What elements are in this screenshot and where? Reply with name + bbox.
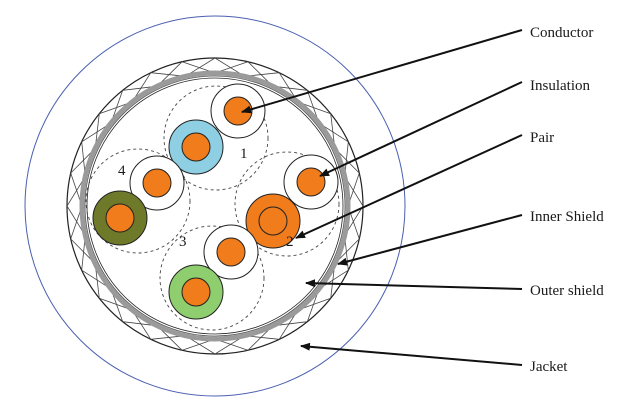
label-conductor: Conductor bbox=[530, 25, 593, 41]
pair-1 bbox=[163, 83, 269, 191]
wire-3a bbox=[203, 224, 259, 280]
label-pair: Pair bbox=[530, 130, 554, 146]
inner-shield bbox=[79, 70, 351, 342]
wire-2a bbox=[283, 154, 339, 210]
pair-4-boundary bbox=[85, 148, 191, 254]
pair-arrow bbox=[295, 134, 523, 239]
pair-number-1: 1 bbox=[240, 146, 248, 162]
label-inner-shield: Inner Shield bbox=[530, 209, 604, 225]
wire-1a bbox=[210, 83, 266, 139]
conductor-arrow bbox=[241, 29, 523, 114]
wire-4b bbox=[92, 190, 148, 246]
outer-shield-arrow bbox=[305, 279, 523, 290]
pair-3-boundary bbox=[159, 225, 265, 331]
pair-number-2: 2 bbox=[286, 234, 294, 250]
pair-2 bbox=[234, 151, 340, 257]
pair-number-3: 3 bbox=[179, 234, 187, 250]
jacket-arrow bbox=[300, 342, 523, 366]
label-jacket: Jacket bbox=[530, 359, 568, 375]
wire-4a bbox=[129, 155, 185, 211]
pair-4 bbox=[85, 148, 191, 254]
pair-1-boundary bbox=[163, 85, 269, 191]
insulation-arrow bbox=[319, 81, 523, 177]
label-insulation: Insulation bbox=[530, 78, 590, 94]
pair-2-boundary bbox=[234, 151, 340, 257]
wire-1b bbox=[168, 119, 224, 175]
label-outer-shield: Outer shield bbox=[530, 283, 604, 299]
pair-3 bbox=[159, 224, 265, 331]
pair-number-4: 4 bbox=[118, 163, 126, 179]
wire-2b bbox=[245, 193, 301, 249]
inner-shield-arrow bbox=[337, 214, 523, 266]
wire-3b bbox=[168, 264, 224, 320]
